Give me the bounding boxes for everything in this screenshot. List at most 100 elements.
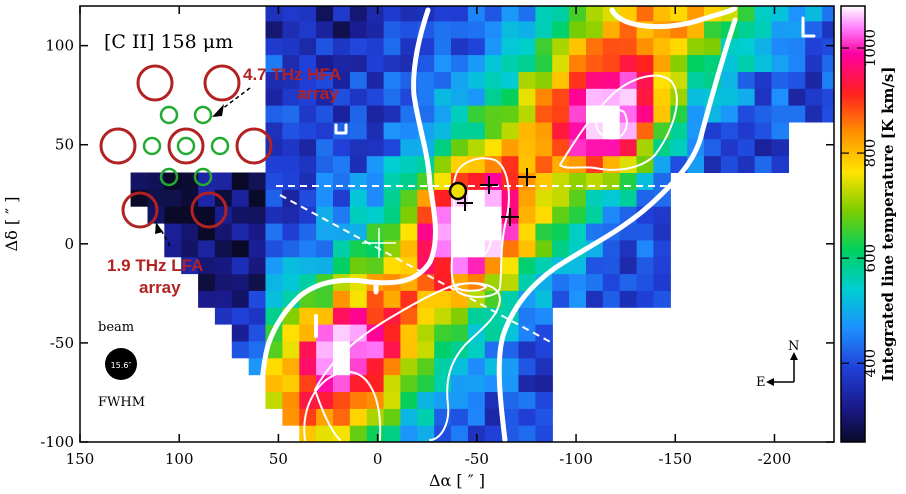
heatmap-pixel — [248, 223, 267, 241]
heatmap-pixel — [366, 189, 385, 207]
heatmap-pixel — [687, 88, 705, 106]
heatmap-pixel — [619, 290, 638, 308]
heatmap-pixel — [788, 54, 806, 72]
heatmap-pixel — [316, 189, 334, 207]
heatmap-pixel — [518, 71, 536, 89]
heatmap-pixel — [552, 138, 570, 157]
heatmap-pixel — [400, 223, 418, 241]
heatmap-pixel — [484, 37, 503, 56]
heatmap-pixel — [451, 20, 469, 39]
heatmap-pixel — [653, 105, 671, 123]
heatmap-pixel — [366, 20, 385, 39]
heatmap-pixel — [265, 155, 283, 173]
heatmap-pixel — [383, 71, 402, 89]
heatmap-pixel — [653, 206, 671, 224]
heatmap-pixel — [501, 357, 520, 376]
heatmap-pixel — [434, 138, 452, 157]
heatmap-pixel — [451, 138, 469, 157]
heatmap-pixel — [299, 54, 317, 72]
heatmap-pixel — [282, 20, 300, 39]
heatmap-pixel — [619, 6, 638, 22]
heatmap-pixel — [265, 88, 283, 106]
heatmap-pixel — [164, 172, 182, 190]
heatmap-pixel — [265, 290, 283, 308]
heatmap-pixel — [366, 54, 385, 72]
heatmap-pixel — [231, 256, 250, 275]
heatmap-pixel — [518, 189, 536, 207]
heatmap-pixel — [231, 340, 250, 359]
heatmap-pixel — [518, 121, 536, 140]
heatmap-pixel — [366, 155, 385, 173]
heatmap-pixel — [653, 239, 671, 258]
heatmap-pixel — [535, 408, 553, 426]
heatmap-pixel — [181, 239, 199, 258]
heatmap-pixel — [518, 105, 536, 123]
heatmap-pixel — [771, 138, 789, 157]
heatmap-pixel — [670, 71, 688, 89]
heatmap-pixel — [687, 105, 705, 123]
heatmap-pixel — [771, 105, 789, 123]
heatmap-pixel — [720, 155, 739, 173]
heatmap-pixel — [299, 239, 317, 258]
heatmap-pixel — [501, 20, 520, 39]
heatmap-pixel — [333, 223, 351, 241]
heatmap-pixel — [586, 206, 604, 224]
heatmap-pixel — [333, 256, 351, 275]
heatmap-pixel — [349, 54, 368, 72]
heatmap-pixel — [518, 20, 536, 39]
compass-east-arrowhead — [766, 378, 774, 386]
heatmap-pixel — [349, 189, 368, 207]
y-tick-label: 0 — [64, 235, 74, 253]
lfa-pixels — [99, 64, 273, 229]
heatmap-pixel — [282, 121, 300, 140]
heatmap-pixel — [248, 189, 267, 207]
heatmap-pixel — [333, 307, 351, 325]
heatmap-pixel — [417, 307, 435, 325]
heatmap-pixel — [501, 374, 520, 392]
heatmap-pixel — [535, 206, 553, 224]
heatmap-pixel — [434, 324, 452, 342]
heatmap-pixel — [417, 54, 435, 72]
heatmap-pixel — [602, 71, 621, 89]
heatmap-pixel — [383, 206, 402, 224]
x-tick-label: -50 — [465, 450, 489, 468]
heatmap-pixel — [569, 20, 587, 39]
heatmap-pixel — [282, 206, 300, 224]
heatmap-pixel — [231, 290, 250, 308]
heatmap-pixel — [265, 121, 283, 140]
heatmap-pixel — [720, 71, 739, 89]
heatmap-pixel — [214, 256, 233, 275]
heatmap-pixel — [636, 37, 655, 56]
heatmap-pixel — [552, 290, 570, 308]
x-tick-label: 100 — [165, 450, 194, 468]
heatmap-pixel — [214, 223, 233, 241]
heatmap-pixel — [400, 206, 418, 224]
heatmap-pixel — [349, 357, 368, 376]
heatmap-pixel — [636, 54, 655, 72]
heatmap-pixel — [265, 256, 283, 275]
heatmap-pixel — [535, 357, 553, 376]
heatmap-pixel — [400, 189, 418, 207]
heatmap-pixel — [754, 88, 773, 106]
heatmap-pixel — [299, 189, 317, 207]
heatmap-pixel — [552, 88, 570, 106]
heatmap-pixel — [737, 6, 756, 22]
heatmap-pixel — [434, 307, 452, 325]
heatmap-pixel — [535, 307, 553, 325]
heatmap-pixel — [417, 37, 435, 56]
heatmap-pixel — [248, 256, 267, 275]
heatmap-pixel — [417, 324, 435, 342]
heatmap-pixel — [535, 340, 553, 359]
heatmap-pixel — [299, 340, 317, 359]
heatmap-pixel — [619, 189, 638, 207]
heatmap-pixel — [451, 425, 469, 442]
heatmap-pixel — [822, 88, 834, 106]
heatmap-pixel — [535, 374, 553, 392]
heatmap-pixel — [333, 20, 351, 39]
heatmap-pixel — [417, 408, 435, 426]
heatmap-pixel — [299, 324, 317, 342]
heatmap-pixel — [569, 71, 587, 89]
heatmap-pixel — [602, 54, 621, 72]
heatmap-pixel — [333, 138, 351, 157]
heatmap-pixel — [484, 189, 503, 207]
